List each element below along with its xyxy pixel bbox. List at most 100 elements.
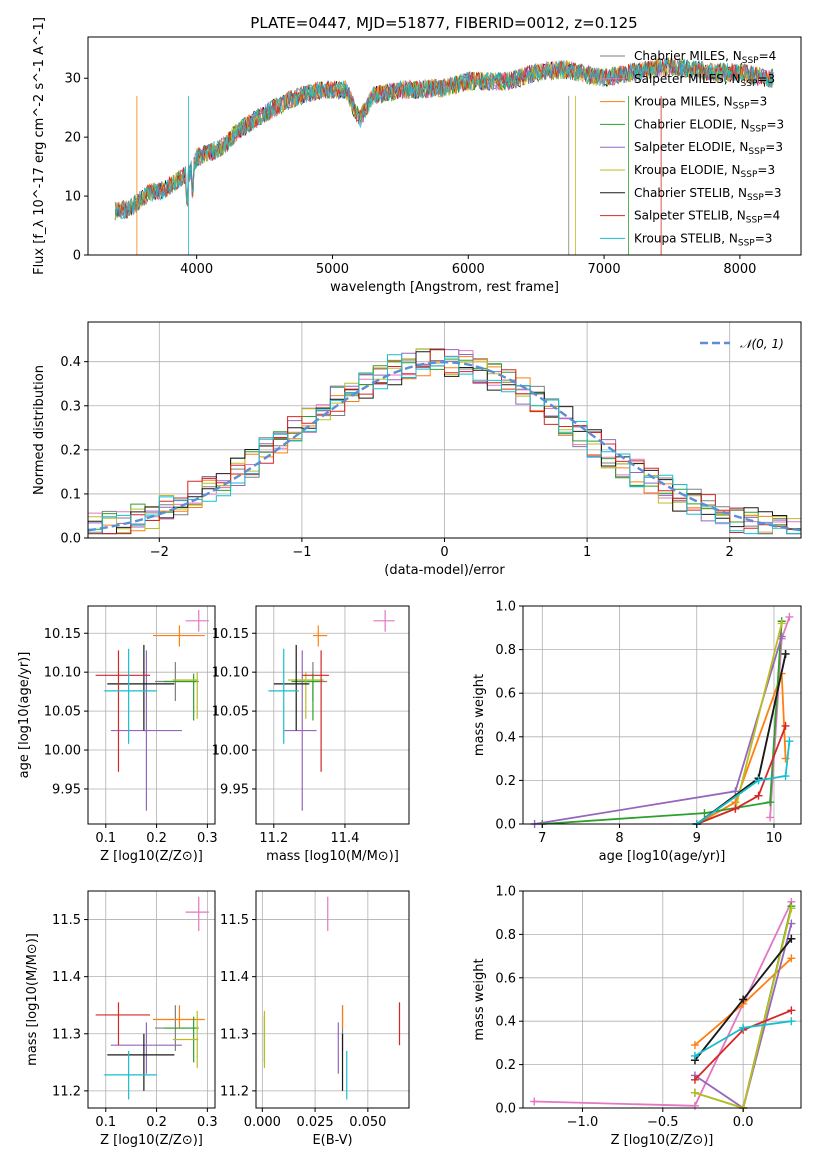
y-tick-label: 0.6 bbox=[495, 971, 516, 986]
y-tick-label: 1.0 bbox=[495, 600, 516, 615]
weight-marker bbox=[787, 954, 796, 963]
spectrum-plot-area bbox=[114, 57, 774, 255]
x-tick-label: −0.5 bbox=[647, 1115, 679, 1130]
weight_vs_age-frame bbox=[522, 605, 802, 825]
y-tick-label: 11.5 bbox=[52, 913, 81, 928]
x-tick-label: 0.1 bbox=[95, 831, 116, 846]
x-axis-label: mass [log10(M/M⊙)] bbox=[266, 849, 399, 864]
legend-entry: Kroupa MILES, NSSP=3 bbox=[634, 95, 767, 112]
weight-line bbox=[696, 725, 787, 825]
y-tick-label: 0.4 bbox=[495, 730, 516, 745]
x-tick-label: −1 bbox=[292, 545, 311, 560]
weight-line bbox=[696, 673, 787, 825]
y-tick-label: 0.3 bbox=[60, 399, 81, 414]
x-tick-label: 0 bbox=[440, 545, 448, 560]
y-tick-label: 9.95 bbox=[220, 782, 249, 797]
y-tick-label: 10.10 bbox=[44, 666, 81, 681]
mass_vs_Z-axes: 0.1 0.2 0.3 11.2 11.3 11.4 11.5 Z [log10(Z/Z⊙)]… bbox=[25, 890, 218, 1148]
y-tick-label: 9.95 bbox=[52, 782, 81, 797]
legend-entry-subscript: SSP bbox=[742, 56, 759, 66]
weight-line bbox=[542, 621, 783, 825]
legend-entry: Kroupa ELODIE, NSSP=3 bbox=[634, 163, 775, 180]
y-axis-label: mass weight bbox=[472, 674, 487, 756]
mass_vs_Z-plot-area bbox=[95, 896, 209, 1100]
legend-entry: Chabrier ELODIE, NSSP=3 bbox=[634, 117, 784, 134]
weight_vs_age-plot-area bbox=[530, 612, 794, 828]
x-tick-label: 0.3 bbox=[197, 1115, 218, 1130]
legend-entry: Chabrier STELIB, NSSP=3 bbox=[634, 186, 782, 203]
weight-marker bbox=[690, 1088, 699, 1097]
weight-marker bbox=[787, 934, 796, 943]
weight-marker bbox=[766, 813, 775, 822]
age_vs_Z-plot-area bbox=[95, 609, 209, 811]
weight-marker bbox=[781, 721, 790, 730]
age_vs_Z-grid bbox=[88, 606, 215, 824]
weight-line bbox=[696, 741, 791, 825]
y-tick-label: 11.4 bbox=[52, 970, 81, 985]
x-tick-label: 0.0 bbox=[733, 1115, 754, 1130]
weight-marker bbox=[690, 1101, 699, 1110]
weight-marker bbox=[754, 776, 763, 785]
weight-marker bbox=[739, 995, 748, 1004]
x-tick-label: 8000 bbox=[723, 262, 756, 277]
legend-entry-suffix: =3 bbox=[757, 163, 775, 177]
legend-entry-subscript: SSP bbox=[750, 124, 767, 134]
legend-entry-suffix: =3 bbox=[764, 186, 782, 200]
x-tick-label: 11.2 bbox=[259, 831, 288, 846]
weight_vs_Z-grid bbox=[523, 890, 801, 1109]
weight-line bbox=[696, 653, 787, 825]
x-tick-label: 0.1 bbox=[95, 1115, 116, 1130]
y-tick-label: 0.0 bbox=[495, 1102, 516, 1117]
weight-marker bbox=[787, 904, 796, 913]
x-axis-label: Z [log10(Z/Z⊙)] bbox=[100, 1133, 203, 1148]
legend-entry-label: Kroupa MILES, N bbox=[634, 95, 733, 109]
x-tick-label: −1.0 bbox=[567, 1115, 599, 1130]
y-axis-label: age [log10(age/yr)] bbox=[17, 652, 32, 779]
weight-marker bbox=[787, 1006, 796, 1015]
legend-entry-suffix: =3 bbox=[755, 231, 773, 245]
gaussian-legend-label: 𝒩(0, 1) bbox=[740, 337, 784, 351]
x-tick-label: 5000 bbox=[316, 262, 349, 277]
y-tick-label: 10 bbox=[64, 190, 81, 205]
y-tick-label: 0 bbox=[73, 249, 81, 264]
weight-marker bbox=[731, 787, 740, 796]
x-tick-label: 4000 bbox=[180, 262, 213, 277]
legend-entry-suffix: =3 bbox=[750, 95, 768, 109]
y-tick-label: 0.4 bbox=[495, 1015, 516, 1030]
age_vs_mass-grid bbox=[256, 606, 409, 824]
weight-marker bbox=[781, 772, 790, 781]
spectrum-model-line bbox=[114, 58, 774, 220]
weight-marker bbox=[777, 619, 786, 628]
y-tick-label: 0.1 bbox=[60, 487, 81, 502]
x-axis-label: (data-model)/error bbox=[384, 563, 505, 578]
y-axis-label: mass weight bbox=[472, 958, 487, 1040]
weight-marker bbox=[739, 1023, 748, 1032]
weight_vs_Z-axes: −1.0 −0.5 0.0 0.0 0.2 0.4 0.6 0.8 1.0 Z [log10(Z/… bbox=[472, 885, 802, 1148]
legend-entry-label: Salpeter MILES, N bbox=[634, 72, 741, 86]
legend-entry-subscript: SSP bbox=[738, 238, 755, 248]
age_vs_Z-axes: 0.1 0.2 0.3 9.95 10.00 10.05 10.10 10.15 Z [log1… bbox=[17, 605, 218, 864]
weight-marker bbox=[690, 1051, 699, 1060]
x-tick-label: 7000 bbox=[588, 262, 621, 277]
legend-entry-subscript: SSP bbox=[733, 102, 750, 112]
y-tick-label: 1.0 bbox=[495, 885, 516, 900]
age_vs_mass-axes: 11.2 11.4 9.95 10.00 10.05 10.10 10.15 mass [lo… bbox=[212, 605, 410, 864]
y-tick-label: 10.05 bbox=[44, 705, 81, 720]
y-tick-label: 11.5 bbox=[220, 913, 249, 928]
legend-entry-label: Chabrier MILES, N bbox=[634, 49, 742, 63]
legend-entry-suffix: =4 bbox=[759, 49, 777, 63]
y-axis-label: Flux [f_λ 10^-17 erg cm^-2 s^-1 A^-1] bbox=[32, 17, 47, 275]
weight_vs_age-axes: 7 8 9 10 0.0 0.2 0.4 0.6 0.8 1.0 age [log10(age/yr… bbox=[472, 600, 802, 864]
mass_vs_ebv-frame bbox=[255, 890, 410, 1109]
y-tick-label: 0.8 bbox=[495, 643, 516, 658]
legend-entry-suffix: =3 bbox=[757, 72, 775, 86]
y-tick-label: 0.2 bbox=[495, 1058, 516, 1073]
legend-entry-label: Salpeter ELODIE, N bbox=[634, 140, 748, 154]
legend-entry: Salpeter ELODIE, NSSP=3 bbox=[634, 140, 783, 157]
x-tick-label: 6000 bbox=[452, 262, 485, 277]
legend-entry-label: Kroupa STELIB, N bbox=[634, 231, 738, 245]
x-tick-label: 1 bbox=[583, 545, 591, 560]
mass_vs_ebv-axes: 0.000 0.025 0.050 11.2 11.3 11.4 11.5 E(B-V) bbox=[220, 890, 410, 1148]
